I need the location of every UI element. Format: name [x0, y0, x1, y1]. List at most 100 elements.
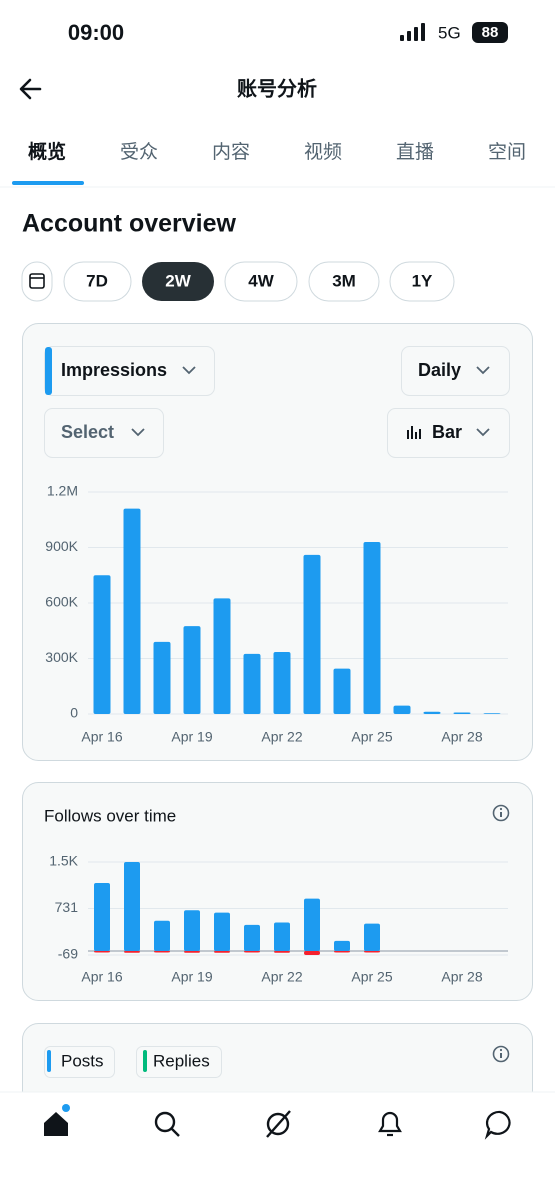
compare-label: Select: [61, 422, 114, 442]
chevron: [476, 366, 490, 375]
metric-label: Impressions: [61, 360, 167, 380]
x-tick-label: Apr 19: [171, 969, 212, 985]
bar: [273, 652, 291, 714]
range-button[interactable]: [63, 261, 132, 302]
legend-chip[interactable]: [44, 1046, 115, 1078]
status-time: 09:00: [68, 20, 124, 45]
bar: [154, 950, 170, 953]
range-button[interactable]: [308, 261, 380, 302]
bottom-nav: [0, 1092, 555, 1200]
metric-color: [45, 347, 52, 395]
legend-chip[interactable]: [136, 1046, 222, 1078]
bar: [274, 950, 290, 953]
bar: [363, 541, 381, 714]
bar: [184, 910, 200, 951]
signal-icon: [400, 23, 425, 41]
bar: [393, 705, 411, 714]
bar: [183, 626, 201, 714]
bar-icon: [407, 426, 421, 439]
range-label: 2W: [165, 271, 191, 290]
y-tick-label: 0: [70, 705, 78, 721]
bar: [453, 712, 471, 714]
range-button-active[interactable]: [142, 262, 214, 301]
network-label: 5G: [438, 23, 461, 42]
y-tick-label: 900K: [45, 538, 78, 554]
y-tick-label: 600K: [45, 594, 78, 610]
bar: [334, 940, 350, 951]
legend-swatch: [143, 1050, 147, 1072]
compare-select[interactable]: [44, 408, 164, 458]
bar: [153, 641, 171, 714]
chart-style-select[interactable]: [387, 408, 510, 458]
bar: [154, 920, 170, 951]
bar: [244, 950, 260, 953]
bar: [93, 575, 111, 714]
grok-tab[interactable]: [266, 1110, 291, 1138]
messages-tab[interactable]: [484, 1110, 511, 1140]
legend-swatch: [47, 1050, 51, 1072]
chevron: [182, 366, 196, 375]
range-label: 4W: [248, 271, 274, 290]
bar: [364, 950, 380, 953]
tab[interactable]: 空间: [488, 141, 526, 163]
range-label: 1Y: [412, 271, 433, 290]
bar: [333, 668, 351, 714]
bar: [214, 912, 230, 951]
chevron: [476, 428, 490, 437]
info-button[interactable]: [492, 804, 510, 822]
bar: [94, 950, 110, 953]
bar: [243, 653, 261, 714]
battery: [472, 22, 508, 43]
bar: [334, 950, 350, 953]
section-title: Account overview: [22, 210, 237, 238]
tab[interactable]: 概览: [28, 140, 66, 163]
bar: [304, 898, 320, 951]
tab[interactable]: 直播: [396, 141, 434, 163]
bar: [483, 713, 501, 714]
y-tick-label: 731: [55, 899, 79, 915]
home-tab[interactable]: [44, 1104, 70, 1136]
range-label: 7D: [86, 271, 108, 290]
chart-title: Follows over time: [44, 806, 176, 825]
battery-level: 88: [482, 24, 499, 41]
y-tick-label: 300K: [45, 649, 78, 665]
chart-style-label: Bar: [432, 422, 462, 442]
range-button[interactable]: [224, 261, 298, 302]
y-tick-label: -69: [58, 946, 78, 962]
notifications-tab[interactable]: [378, 1111, 402, 1137]
x-tick-label: Apr 28: [441, 729, 482, 745]
search-tab[interactable]: [154, 1111, 180, 1137]
tab[interactable]: 受众: [120, 141, 158, 163]
tab-indicator: [12, 181, 84, 185]
x-tick-label: Apr 16: [81, 729, 122, 745]
tab[interactable]: 视频: [304, 141, 342, 163]
bar: [213, 598, 231, 714]
bar: [274, 922, 290, 951]
x-tick-label: Apr 22: [261, 729, 302, 745]
back-button[interactable]: [19, 78, 42, 100]
bar: [123, 508, 141, 714]
bar: [214, 950, 230, 953]
range-button[interactable]: [389, 261, 455, 302]
info-button[interactable]: [492, 1045, 510, 1063]
bar: [184, 950, 200, 953]
y-tick-label: 1.5K: [49, 853, 78, 869]
bar: [364, 923, 380, 951]
range-label: 3M: [332, 271, 356, 290]
x-tick-label: Apr 28: [441, 969, 482, 985]
bar: [423, 711, 441, 714]
bar: [124, 862, 140, 951]
chevron: [131, 428, 145, 437]
tab[interactable]: 内容: [212, 141, 250, 163]
metric-select[interactable]: [44, 346, 215, 396]
bar: [244, 924, 260, 951]
calendar-button[interactable]: [21, 261, 53, 302]
bar: [303, 554, 321, 714]
y-tick-label: 1.2M: [47, 483, 78, 499]
interval-select[interactable]: [401, 346, 510, 396]
bar: [304, 950, 320, 955]
bar: [94, 882, 110, 951]
legend-label: Posts: [61, 1051, 104, 1070]
page-title: 账号分析: [237, 77, 317, 100]
x-tick-label: Apr 16: [81, 969, 122, 985]
